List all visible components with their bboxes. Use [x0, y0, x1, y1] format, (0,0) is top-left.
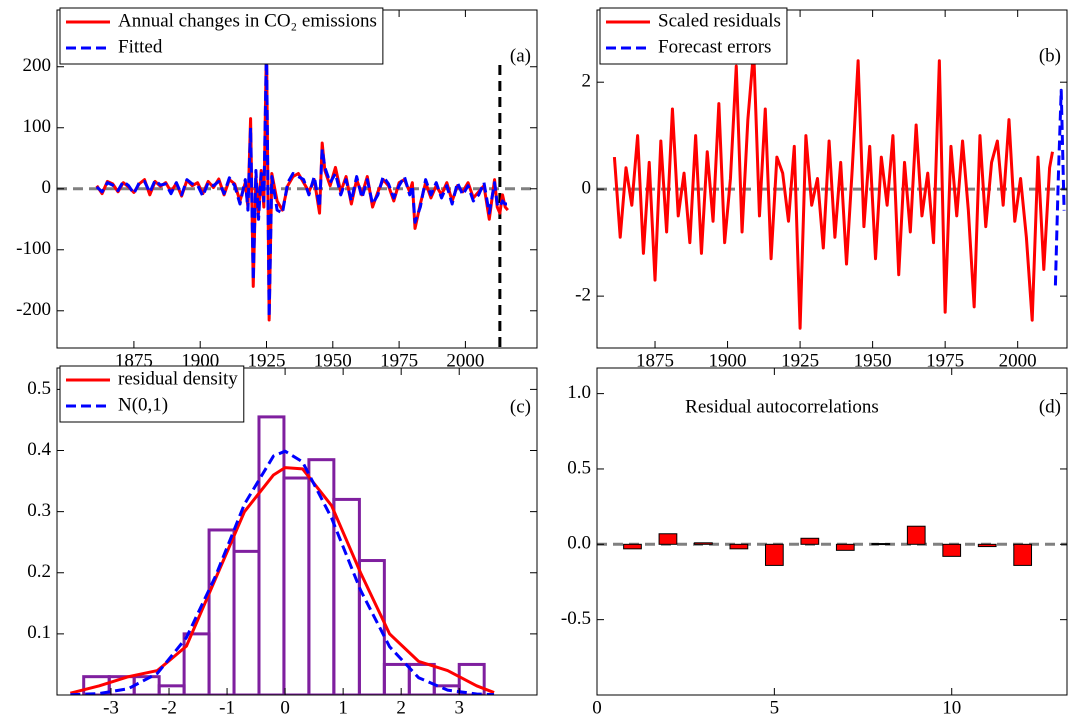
bar [694, 542, 713, 545]
y-tick-label: -100 [16, 238, 51, 259]
x-tick-label: 1900 [709, 350, 747, 371]
legend-label: Fitted [118, 36, 163, 57]
y-tick-label: 0.0 [567, 533, 591, 554]
plot-area [69, 415, 495, 695]
y-tick-label: -0.5 [561, 608, 591, 629]
legend-label: Annual changes in CO₂ emissions [118, 10, 377, 31]
x-tick-label: 2 [396, 697, 406, 718]
x-tick-label: 5 [770, 697, 780, 718]
bar [729, 543, 749, 550]
histogram-bar [157, 684, 186, 695]
series-line [70, 449, 495, 695]
panel-label: (a) [510, 45, 531, 66]
x-tick-label: 1975 [926, 350, 964, 371]
panel-label: (c) [510, 396, 531, 417]
y-tick-label: 0.1 [27, 622, 51, 643]
chart-title: Residual autocorrelations [685, 396, 879, 417]
x-tick-label: 1950 [314, 350, 352, 371]
plot-frame [56, 367, 538, 696]
histogram-bar [457, 662, 486, 695]
series-line [69, 466, 495, 695]
x-tick-label: 1925 [248, 350, 286, 371]
x-tick-label: 1875 [636, 350, 674, 371]
histogram-bar [207, 528, 236, 695]
y-tick-label: 0 [42, 177, 52, 198]
plot-frame [596, 9, 1068, 349]
bar [623, 543, 642, 550]
x-tick-label: 0 [592, 697, 602, 718]
y-tick-label: -2 [575, 284, 591, 305]
panel: 0.1 0.2 0.3 0.4 0.5 -3 -2 -1 0 1 2 3 (c) residual den… [27, 365, 538, 718]
bar [906, 525, 926, 545]
bar [800, 537, 820, 545]
x-tick-label: 2000 [999, 350, 1037, 371]
legend-label: Forecast errors [658, 36, 771, 57]
x-tick-label: 2000 [446, 350, 484, 371]
plot-frame [596, 367, 1068, 696]
histogram-bar [357, 559, 386, 695]
y-tick-label: 100 [23, 116, 52, 137]
x-tick-label: -3 [103, 697, 119, 718]
legend: Scaled residuals Forecast errors [599, 7, 788, 65]
y-tick-label: 0 [582, 178, 592, 199]
y-tick-label: 1.0 [567, 382, 591, 403]
x-tick-label: 3 [454, 697, 464, 718]
histogram-bar [382, 662, 411, 695]
y-tick-label: 0.5 [567, 457, 591, 478]
legend-box [59, 7, 384, 65]
series-line [95, 40, 509, 322]
x-tick-label: 1975 [380, 350, 418, 371]
series-line [95, 43, 508, 319]
legend: residual density N(0,1) [59, 365, 245, 423]
bar [871, 543, 891, 546]
bar [942, 543, 962, 557]
plot-area [57, 40, 537, 348]
x-tick-label: -2 [161, 697, 177, 718]
x-tick-label: -1 [219, 697, 235, 718]
histogram-bar [282, 476, 311, 695]
y-tick-label: 0.3 [27, 500, 51, 521]
y-tick-label: 0.2 [27, 561, 51, 582]
panel-label: (d) [1039, 396, 1061, 417]
legend-label: Scaled residuals [658, 10, 781, 31]
bar [977, 543, 997, 548]
y-tick-label: 2 [582, 71, 592, 92]
histogram-bar [332, 497, 361, 695]
x-tick-label: 0 [280, 697, 290, 718]
panel: -2 0 2 1875 1900 1925 1950 1975 2000 (b) Scaled re… [575, 7, 1068, 371]
y-tick-label: -200 [16, 299, 51, 320]
legend: Annual changes in CO₂ emissions Fitted [59, 7, 384, 65]
x-tick-label: 1950 [854, 350, 892, 371]
series-line [612, 48, 1054, 330]
plot-area [597, 525, 1067, 566]
histogram-bar [232, 549, 261, 695]
bar [764, 543, 784, 566]
y-tick-label: 0.4 [27, 439, 51, 460]
plot-area [597, 48, 1067, 330]
x-tick-label: 1 [338, 697, 348, 718]
bar [658, 533, 678, 545]
x-tick-label: 10 [942, 697, 961, 718]
x-tick-label: 1925 [781, 350, 819, 371]
histogram-bar [407, 662, 436, 695]
bar [1013, 543, 1033, 566]
y-tick-label: 200 [23, 55, 52, 76]
panel: -0.5 0.0 0.5 1.0 0 5 10 (d) Residual autocorrela… [561, 367, 1068, 718]
legend-box [599, 7, 788, 65]
y-tick-label: 0.5 [27, 378, 51, 399]
legend-box [59, 365, 245, 423]
series-line [1053, 88, 1066, 286]
bar [835, 543, 855, 551]
panel-label: (b) [1039, 45, 1061, 66]
legend-label: N(0,1) [118, 394, 168, 415]
legend-label: residual density [118, 368, 238, 389]
